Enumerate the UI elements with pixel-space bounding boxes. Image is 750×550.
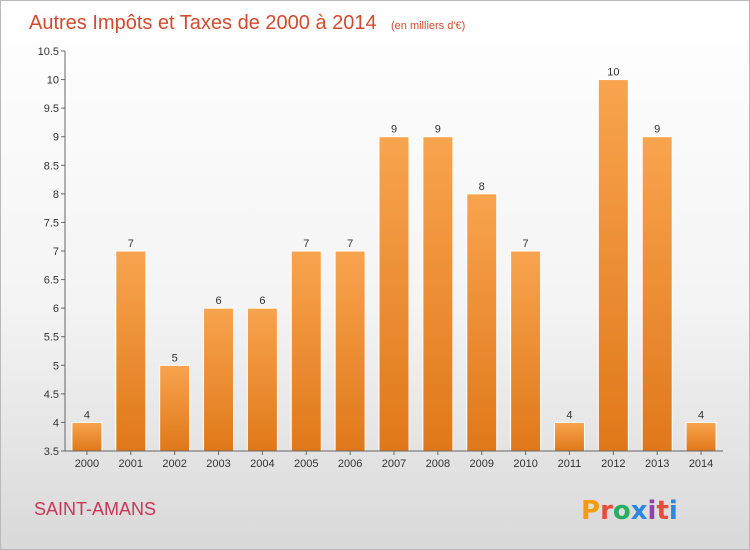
- value-label-2005: 7: [303, 238, 309, 250]
- y-tick-label: 9: [53, 132, 59, 144]
- bar-2014: [685, 421, 717, 452]
- y-tick-label: 6: [53, 303, 59, 315]
- bar-2009: [466, 193, 498, 452]
- value-label-2011: 4: [566, 409, 572, 421]
- y-tick-label: 9.5: [44, 103, 59, 115]
- proxiti-logo: Proxiti: [581, 496, 678, 526]
- value-label-2009: 8: [479, 181, 485, 193]
- logo-letter: r: [600, 496, 613, 526]
- x-tick-label-2000: 2000: [75, 458, 99, 470]
- logo-letter: P: [581, 496, 600, 526]
- value-label-2002: 5: [172, 352, 178, 364]
- bar-2007: [378, 136, 410, 452]
- x-tick-label-2004: 2004: [250, 458, 274, 470]
- logo-letter: x: [631, 496, 648, 526]
- x-tick-label-2009: 2009: [469, 458, 493, 470]
- x-tick-label-2010: 2010: [513, 458, 537, 470]
- bar-2000: [71, 421, 103, 452]
- value-label-2003: 6: [215, 295, 221, 307]
- value-label-2010: 7: [523, 238, 529, 250]
- y-tick-label: 3.5: [44, 446, 59, 458]
- value-label-2001: 7: [128, 238, 134, 250]
- commune-name: SAINT-AMANS: [34, 499, 156, 519]
- x-tick-label-2001: 2001: [119, 458, 143, 470]
- y-tick-label: 5.5: [44, 332, 59, 344]
- bar-2003: [203, 307, 235, 452]
- x-tick-label-2006: 2006: [338, 458, 362, 470]
- x-tick-label-2008: 2008: [426, 458, 450, 470]
- x-tick-label-2005: 2005: [294, 458, 318, 470]
- bar-2006: [334, 250, 366, 452]
- value-label-2014: 4: [698, 409, 704, 421]
- chart-title: Autres Impôts et Taxes de 2000 à 2014: [29, 12, 377, 34]
- y-tick-label: 8: [53, 189, 59, 201]
- x-axis: 2000 2001 2002 2003 2004 2005 2006 2007 2008 2009…: [65, 450, 723, 470]
- bar-2013: [641, 136, 673, 452]
- bar-2001: [115, 250, 147, 452]
- bar-2010: [510, 250, 542, 452]
- y-tick-label: 7.5: [44, 217, 59, 229]
- chart-subtitle: (en milliers d'€): [391, 20, 465, 32]
- value-label-2007: 9: [391, 124, 397, 136]
- bar-2008: [422, 136, 454, 452]
- bar-2004: [246, 307, 278, 452]
- value-label-2013: 9: [654, 124, 660, 136]
- logo-letter: o: [613, 496, 631, 526]
- y-axis: 3.5 4 4.5 5 5.5 6 6.5 7 7.5 8 8.5 9 9.5 10 10.5: [38, 46, 66, 458]
- value-label-2000: 4: [84, 409, 90, 421]
- y-tick-label: 10: [47, 75, 59, 87]
- x-tick-label-2007: 2007: [382, 458, 406, 470]
- logo-letter: i: [669, 496, 678, 526]
- bar-2002: [159, 364, 191, 452]
- value-label-2012: 10: [607, 67, 619, 79]
- y-tick-label: 10.5: [38, 46, 59, 58]
- y-tick-label: 8.5: [44, 160, 59, 172]
- y-tick-label: 6.5: [44, 275, 59, 287]
- y-tick-label: 4: [53, 417, 59, 429]
- value-label-2004: 6: [259, 295, 265, 307]
- logo-letter: i: [648, 496, 657, 526]
- bar-2011: [553, 421, 585, 452]
- x-tick-label-2013: 2013: [645, 458, 669, 470]
- y-tick-label: 4.5: [44, 389, 59, 401]
- value-label-2008: 9: [435, 124, 441, 136]
- bar-2005: [290, 250, 322, 452]
- logo-letter: t: [656, 496, 668, 526]
- y-tick-label: 7: [53, 246, 59, 258]
- x-tick-label-2012: 2012: [601, 458, 625, 470]
- x-tick-label-2014: 2014: [689, 458, 713, 470]
- value-label-2006: 7: [347, 238, 353, 250]
- bars: 4 7 5 6 6 7 7 9 9 8 7 4 10 9 4: [71, 67, 717, 452]
- y-tick-label: 5: [53, 360, 59, 372]
- x-tick-label-2003: 2003: [206, 458, 230, 470]
- bar-2012: [597, 79, 629, 452]
- x-tick-label-2011: 2011: [558, 458, 582, 470]
- x-tick-label-2002: 2002: [162, 458, 186, 470]
